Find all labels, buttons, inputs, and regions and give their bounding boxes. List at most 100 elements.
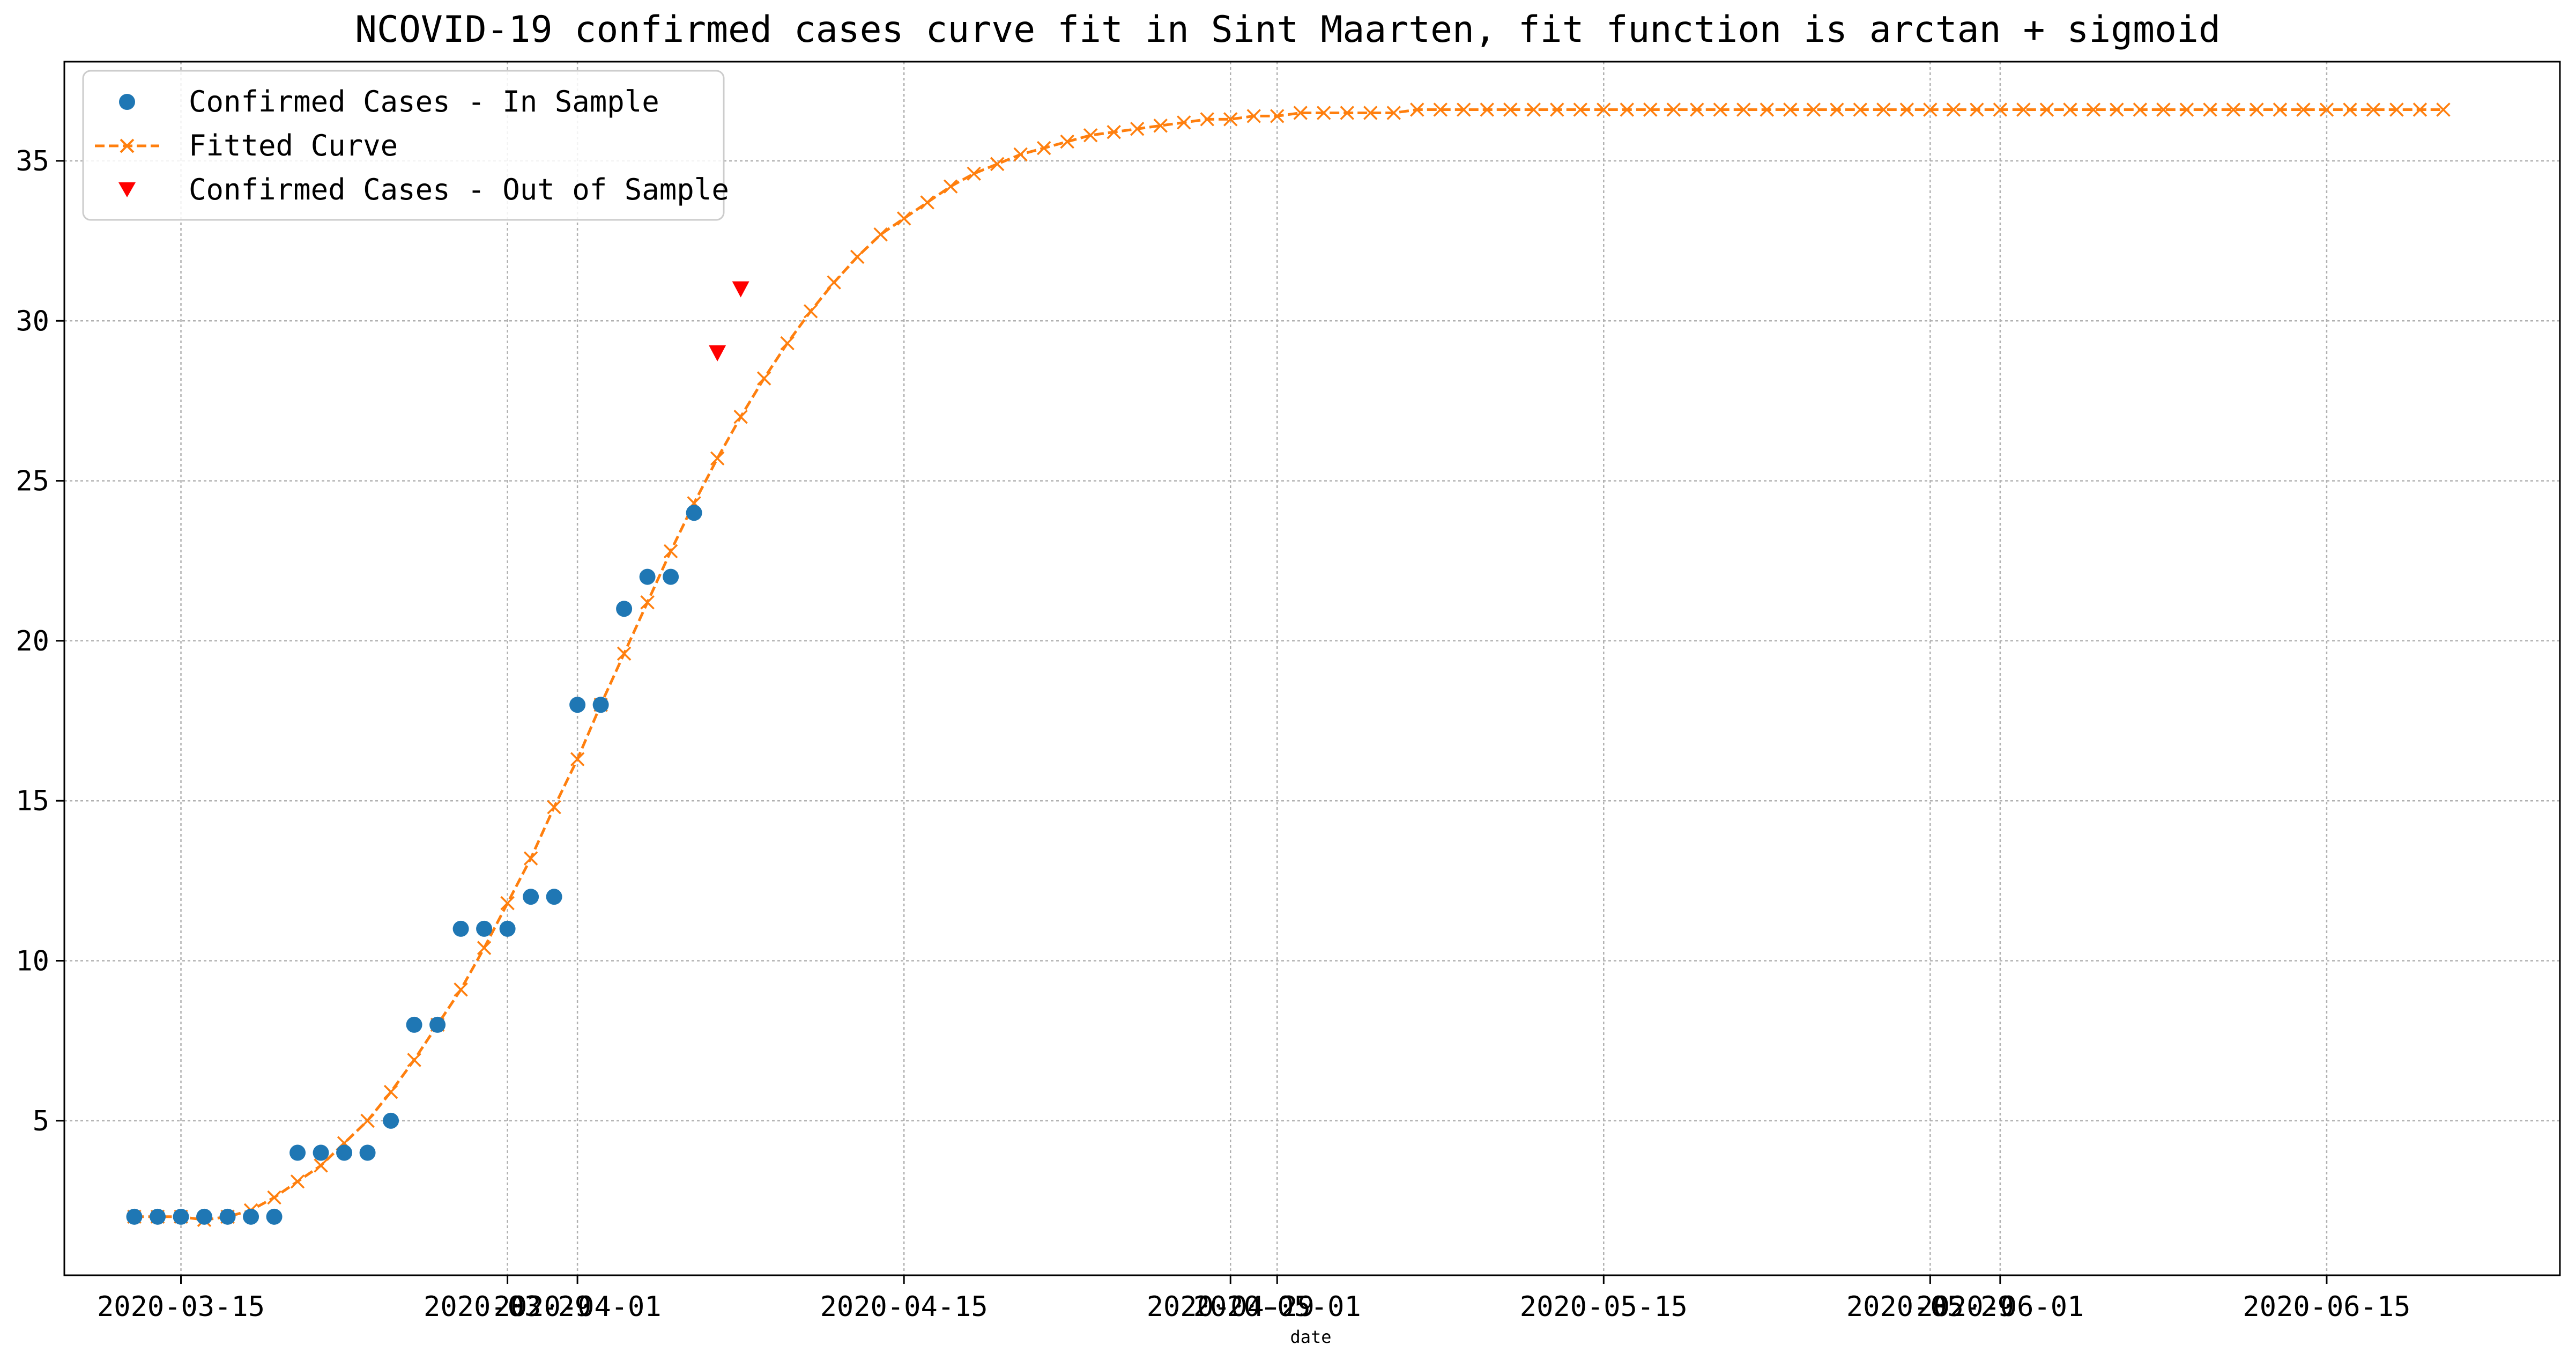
fitted-curve-point <box>290 1174 305 1189</box>
fitted-curve-point <box>1223 112 1238 127</box>
fitted-curve-point <box>1970 102 1984 117</box>
fitted-curve-point <box>267 1190 281 1205</box>
legend-fitted-curve-label: Fitted Curve <box>189 129 398 162</box>
fitted-curve-point <box>1899 102 1914 117</box>
fitted-curve-point <box>2389 102 2404 117</box>
fitted-curve-point <box>2133 102 2148 117</box>
fitted-curve-point <box>1853 102 1868 117</box>
fitted-curve-point <box>780 336 795 351</box>
y-tick-label: 15 <box>16 785 49 817</box>
in-sample-point <box>523 889 539 905</box>
legend-box <box>82 70 725 221</box>
fitted-curve-point <box>360 1113 375 1128</box>
fitted-curve-point <box>1363 106 1378 120</box>
fitted-curve-point <box>1713 102 1728 117</box>
fitted-curve-point <box>2273 102 2288 117</box>
fitted-curve-point <box>523 851 538 866</box>
fitted-curve-point <box>2110 102 2124 117</box>
fitted-curve-point <box>1013 147 1028 162</box>
fitted-curve-point <box>2436 102 2451 117</box>
fitted-curve-point <box>1176 115 1191 130</box>
fitted-curve-point <box>1457 102 1471 117</box>
fitted-curve-point <box>1526 102 1541 117</box>
fitted-curve-point <box>1317 106 1331 120</box>
x-tick-label: 2020-04-01 <box>494 1291 662 1323</box>
legend-fitted-curve-marker <box>120 138 135 153</box>
fitted-curve-point <box>1480 102 1495 117</box>
in-sample-point <box>406 1016 422 1033</box>
in-sample-point <box>383 1112 399 1129</box>
fitted-curve-point <box>2179 102 2194 117</box>
in-sample-point <box>476 920 493 937</box>
legend-in-sample-marker <box>119 94 135 110</box>
x-tick-label: 2020-03-29 <box>424 1291 591 1323</box>
in-sample-point <box>359 1144 376 1161</box>
legend-in-sample-label: Confirmed Cases - In Sample <box>189 85 659 119</box>
in-sample-point <box>150 1208 166 1225</box>
fitted-curve-point <box>1386 106 1401 120</box>
fitted-curve-point <box>383 1084 398 1099</box>
in-sample-point <box>686 505 702 521</box>
y-tick-label: 30 <box>16 305 49 337</box>
fitted-curve-point <box>1036 141 1051 156</box>
fitted-curve-point <box>1923 102 1937 117</box>
fitted-curve-point <box>1573 102 1588 117</box>
fitted-curve-point <box>896 211 911 226</box>
fitted-curve-point <box>1293 106 1308 120</box>
fitted-curve-point <box>1783 102 1798 117</box>
fitted-curve-point <box>1597 102 1611 117</box>
in-sample-point <box>196 1208 213 1225</box>
fitted-curve-point <box>547 800 561 815</box>
fitted-curve-point <box>454 982 468 997</box>
x-axis-label: date <box>1290 1327 1331 1347</box>
fitted-curve-point <box>2156 102 2171 117</box>
in-sample-point <box>452 920 469 937</box>
fitted-curve-point <box>500 896 515 911</box>
fitted-curve-point <box>1876 102 1891 117</box>
fitted-curve-point <box>1503 102 1518 117</box>
y-tick-label: 5 <box>33 1105 49 1137</box>
fitted-curve-point <box>967 166 981 181</box>
fitted-curve-point <box>2039 102 2054 117</box>
fitted-curve-point <box>920 195 934 210</box>
x-tick-label: 2020-05-29 <box>1846 1291 2014 1323</box>
in-sample-point <box>289 1144 306 1161</box>
fitted-curve-point <box>2250 102 2264 117</box>
fitted-curve-point <box>1830 102 1844 117</box>
in-sample-point <box>499 920 516 937</box>
x-tick-label: 2020-04-29 <box>1147 1291 1315 1323</box>
fitted-curve-point <box>1060 134 1074 149</box>
chart-title: NCOVID-19 confirmed cases curve fit in S… <box>355 9 2221 51</box>
fitted-curve-point <box>733 410 748 424</box>
y-tick-label: 20 <box>16 625 49 657</box>
fitted-curve-point <box>2319 102 2334 117</box>
fitted-curve-point <box>1806 102 1821 117</box>
out-of-sample-point <box>732 281 749 298</box>
fitted-curve-point <box>803 304 818 319</box>
x-tick-label: 2020-03-15 <box>97 1291 265 1323</box>
fitted-curve-point <box>2086 102 2101 117</box>
in-sample-marker-layer <box>126 505 702 1225</box>
fitted-curve-point <box>1620 102 1635 117</box>
in-sample-point <box>219 1208 236 1225</box>
fitted-curve-point <box>1666 102 1681 117</box>
fitted-curve-point <box>2063 102 2077 117</box>
fitted-curve-point <box>873 227 888 242</box>
fitted-curve-point <box>407 1053 421 1067</box>
x-tick-label: 2020-05-15 <box>1520 1291 1688 1323</box>
in-sample-point <box>336 1144 353 1161</box>
grid <box>64 62 2560 1275</box>
in-sample-point <box>173 1208 189 1225</box>
in-sample-point <box>592 697 609 713</box>
in-sample-point <box>126 1208 143 1225</box>
x-tick-label: 2020-05-01 <box>1193 1291 1361 1323</box>
fitted-curve-point <box>1200 112 1214 127</box>
in-sample-point <box>313 1144 329 1161</box>
fitted-curve-point <box>477 941 492 955</box>
axes-frame <box>63 61 2561 1276</box>
in-sample-point <box>546 889 562 905</box>
y-tick-label: 35 <box>16 145 49 178</box>
fitted-curve-point <box>1410 102 1424 117</box>
